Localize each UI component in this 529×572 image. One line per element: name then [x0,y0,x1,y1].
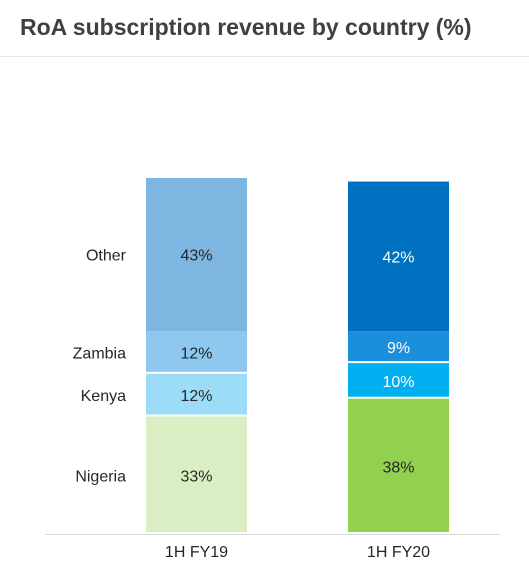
data-label-zambia-2: 9% [387,340,410,357]
legend-label-other: Other [86,248,127,265]
data-label-other-1: 43% [180,248,212,265]
chart-title: RoA subscription revenue by country (%) [20,14,472,40]
data-label-nigeria-1: 33% [180,468,212,485]
bar-segment-zambia-2 [348,331,449,362]
bar-segment-kenya-2 [348,363,449,397]
bar-segment-kenya-1 [146,373,247,415]
x-tick-label: 1H FY19 [165,544,228,561]
title-divider [0,56,529,57]
bar-segment-zambia-1 [146,331,247,372]
data-label-other-2: 42% [382,249,414,266]
legend-label-zambia: Zambia [73,345,126,362]
legend-label-kenya: Kenya [81,388,126,405]
data-label-kenya-1: 12% [180,388,212,405]
data-label-kenya-2: 10% [382,374,414,391]
data-label-nigeria-2: 38% [382,459,414,476]
bar-segment-nigeria-1 [146,416,247,532]
bar-segment-other-1 [146,178,247,332]
bar-segment-nigeria-2 [348,398,449,532]
x-tick-label: 1H FY20 [367,544,430,561]
data-label-zambia-1: 12% [180,345,212,362]
legend-label-nigeria: Nigeria [75,468,126,485]
bar-segment-other-2 [348,181,449,332]
